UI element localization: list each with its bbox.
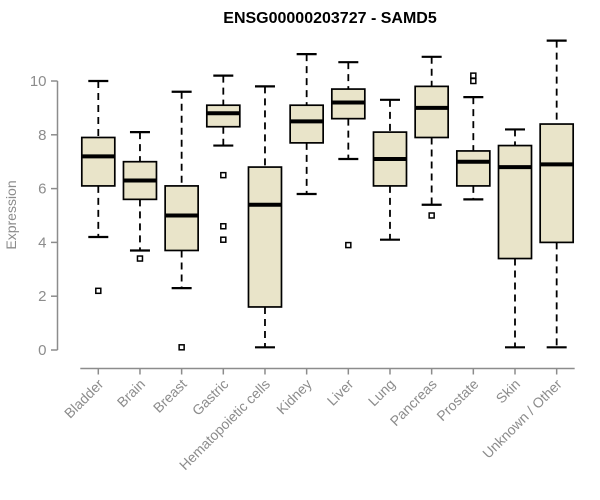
boxplot-group bbox=[164, 90, 199, 351]
iqr-box bbox=[247, 166, 283, 308]
boxplot-group bbox=[497, 128, 533, 349]
outlier-point bbox=[136, 255, 144, 262]
outlier-point bbox=[470, 77, 477, 85]
y-tick-label: 8 bbox=[38, 127, 46, 144]
boxplot-group bbox=[205, 74, 241, 243]
outlier-point bbox=[95, 287, 102, 295]
x-category-label: Bladder bbox=[61, 376, 107, 422]
outlier-point bbox=[470, 72, 477, 79]
iqr-box bbox=[497, 144, 533, 260]
y-tick-label: 6 bbox=[38, 181, 46, 198]
boxplot-group bbox=[372, 98, 408, 241]
y-axis-label: Expression bbox=[3, 180, 19, 249]
boxplot-group bbox=[122, 131, 158, 262]
iqr-box bbox=[455, 150, 491, 187]
boxplot-group bbox=[455, 72, 491, 201]
y-tick-label: 4 bbox=[38, 234, 46, 251]
outlier-point bbox=[220, 171, 227, 179]
iqr-box bbox=[539, 123, 575, 244]
x-category-label: Breast bbox=[150, 376, 190, 416]
iqr-box bbox=[414, 85, 450, 139]
y-tick-label: 2 bbox=[38, 288, 46, 305]
iqr-box bbox=[205, 104, 241, 128]
boxplot-group bbox=[289, 52, 324, 196]
outlier-point bbox=[220, 223, 227, 230]
x-category-label: Brain bbox=[114, 376, 148, 410]
outlier-point bbox=[428, 212, 435, 219]
boxplot-group bbox=[247, 85, 283, 349]
outlier-point bbox=[220, 236, 227, 243]
iqr-box bbox=[80, 136, 116, 187]
iqr-box bbox=[164, 185, 199, 252]
outlier-point bbox=[178, 344, 185, 351]
x-category-label: Kidney bbox=[273, 376, 315, 418]
y-tick-label: 10 bbox=[30, 73, 47, 90]
boxplot-group bbox=[80, 79, 116, 295]
x-category-label: Liver bbox=[324, 376, 357, 409]
outlier-point bbox=[345, 241, 352, 249]
x-category-label: Unknown / Other bbox=[479, 376, 565, 462]
iqr-box bbox=[289, 104, 324, 144]
y-tick-label: 0 bbox=[38, 342, 46, 359]
x-category-label: Skin bbox=[493, 376, 524, 407]
boxplot-group bbox=[414, 55, 450, 219]
x-category-label: Lung bbox=[365, 376, 398, 409]
chart-title: ENSG00000203727 - SAMD5 bbox=[223, 10, 437, 27]
boxplot-group bbox=[330, 61, 366, 249]
x-category-label: Prostate bbox=[433, 376, 481, 424]
boxplot-group bbox=[539, 39, 575, 349]
